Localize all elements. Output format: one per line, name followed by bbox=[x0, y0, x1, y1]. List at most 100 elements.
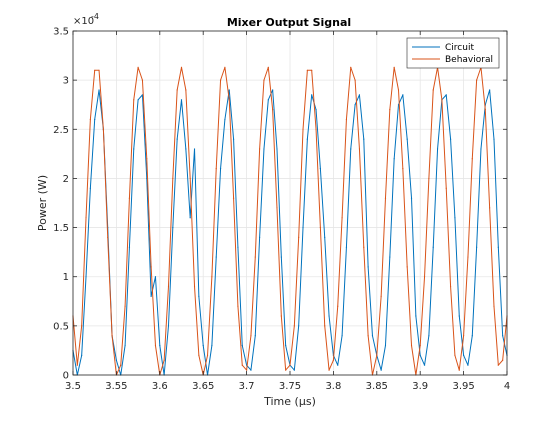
data-point-behavioral bbox=[172, 177, 174, 180]
data-point-behavioral bbox=[98, 69, 100, 71]
data-point-behavioral bbox=[402, 168, 404, 170]
y-tick-label: 3.5 bbox=[53, 27, 69, 38]
data-point-circuit bbox=[324, 236, 326, 238]
data-point-behavioral bbox=[163, 359, 165, 361]
data-point-circuit bbox=[85, 276, 87, 278]
data-point-behavioral bbox=[306, 69, 308, 71]
data-point-behavioral bbox=[76, 364, 78, 366]
data-point-circuit bbox=[167, 325, 170, 327]
data-point-circuit bbox=[380, 369, 382, 371]
y-exponent: -4 bbox=[91, 12, 99, 21]
data-point-behavioral bbox=[107, 236, 109, 238]
data-point-behavioral bbox=[206, 354, 209, 356]
y-tick-label: 0.5 bbox=[53, 321, 69, 332]
legend-box bbox=[406, 37, 500, 69]
data-point-circuit bbox=[128, 246, 131, 248]
x-axis: 3.5 3.55 3.6 3.65 3.7 3.75 3.8 3.85 3.9 3.95 4 bbox=[65, 31, 510, 392]
data-point-behavioral bbox=[141, 79, 144, 81]
data-point-behavioral bbox=[319, 226, 321, 229]
data-point-behavioral bbox=[489, 207, 491, 209]
data-point-circuit bbox=[419, 354, 421, 356]
data-point-behavioral bbox=[467, 256, 469, 258]
data-point-circuit bbox=[89, 187, 91, 189]
data-point-behavioral bbox=[154, 344, 157, 347]
data-point-circuit bbox=[471, 335, 473, 337]
data-point-behavioral bbox=[215, 168, 217, 170]
data-point-behavioral bbox=[432, 89, 434, 91]
data-point-circuit bbox=[272, 89, 274, 91]
data-point-circuit bbox=[502, 335, 504, 337]
data-point-behavioral bbox=[224, 66, 226, 68]
data-point-behavioral bbox=[254, 256, 256, 258]
data-point-behavioral bbox=[337, 305, 339, 307]
data-point-circuit bbox=[94, 118, 96, 121]
data-point-circuit bbox=[133, 148, 135, 150]
data-point-circuit bbox=[180, 99, 183, 101]
data-point-circuit bbox=[493, 138, 495, 140]
data-point-behavioral bbox=[471, 158, 473, 160]
data-point-behavioral bbox=[354, 79, 356, 81]
data-point-circuit bbox=[371, 335, 374, 337]
data-point-circuit bbox=[406, 138, 408, 140]
y-tick-label: 3 bbox=[63, 76, 69, 87]
data-point-circuit bbox=[480, 148, 482, 150]
data-point-circuit bbox=[185, 148, 187, 150]
data-point-circuit bbox=[254, 335, 256, 337]
data-point-behavioral bbox=[128, 197, 131, 199]
data-point-circuit bbox=[428, 335, 430, 337]
data-point-circuit bbox=[384, 344, 387, 347]
data-point-behavioral bbox=[341, 217, 343, 219]
data-point-circuit bbox=[467, 364, 469, 366]
data-point-behavioral bbox=[367, 335, 369, 337]
data-point-circuit bbox=[137, 99, 139, 101]
data-point-circuit bbox=[354, 104, 356, 106]
data-point-circuit bbox=[445, 94, 447, 96]
data-point-circuit bbox=[228, 89, 230, 91]
data-point-behavioral bbox=[345, 118, 348, 121]
data-point-circuit bbox=[363, 138, 365, 140]
data-point-behavioral bbox=[146, 158, 148, 160]
data-point-circuit bbox=[345, 246, 348, 248]
data-point-circuit bbox=[489, 89, 491, 91]
data-point-behavioral bbox=[272, 109, 274, 111]
data-point-behavioral bbox=[484, 109, 486, 111]
data-point-behavioral bbox=[363, 246, 365, 248]
grid bbox=[72, 30, 508, 376]
x-tick-label: 3.55 bbox=[105, 381, 127, 392]
data-point-circuit bbox=[415, 315, 417, 317]
y-axis-label: Power (W) bbox=[36, 175, 49, 231]
legend-label-circuit: Circuit bbox=[445, 43, 474, 53]
data-point-behavioral bbox=[267, 66, 269, 68]
x-tick-label: 4 bbox=[504, 381, 510, 392]
data-point-behavioral bbox=[376, 354, 378, 356]
x-tick-label: 3.7 bbox=[239, 381, 255, 392]
data-point-circuit bbox=[358, 94, 361, 96]
data-point-behavioral bbox=[445, 187, 447, 189]
data-point-behavioral bbox=[393, 66, 395, 68]
data-point-behavioral bbox=[328, 369, 330, 371]
data-point-behavioral bbox=[397, 89, 400, 91]
data-point-circuit bbox=[497, 246, 499, 248]
data-point-circuit bbox=[302, 226, 304, 229]
data-point-circuit bbox=[263, 148, 265, 150]
data-point-behavioral bbox=[137, 66, 139, 68]
data-point-circuit bbox=[432, 246, 434, 248]
data-point-circuit bbox=[367, 266, 369, 268]
data-point-behavioral bbox=[185, 89, 187, 91]
data-point-circuit bbox=[454, 217, 456, 219]
data-point-circuit bbox=[337, 364, 339, 366]
data-point-circuit bbox=[250, 369, 252, 371]
data-point-circuit bbox=[410, 197, 413, 199]
data-point-behavioral bbox=[324, 325, 326, 327]
data-point-circuit bbox=[150, 295, 152, 297]
data-point-circuit bbox=[267, 99, 269, 101]
data-point-circuit bbox=[232, 138, 235, 140]
x-tick-label: 3.65 bbox=[192, 381, 214, 392]
data-point-behavioral bbox=[406, 266, 408, 268]
x-tick-label: 3.85 bbox=[366, 381, 388, 392]
data-point-circuit bbox=[423, 364, 426, 366]
data-point-behavioral bbox=[441, 99, 443, 101]
data-point-circuit bbox=[285, 344, 287, 347]
y-tick-label: 2.5 bbox=[53, 125, 69, 136]
